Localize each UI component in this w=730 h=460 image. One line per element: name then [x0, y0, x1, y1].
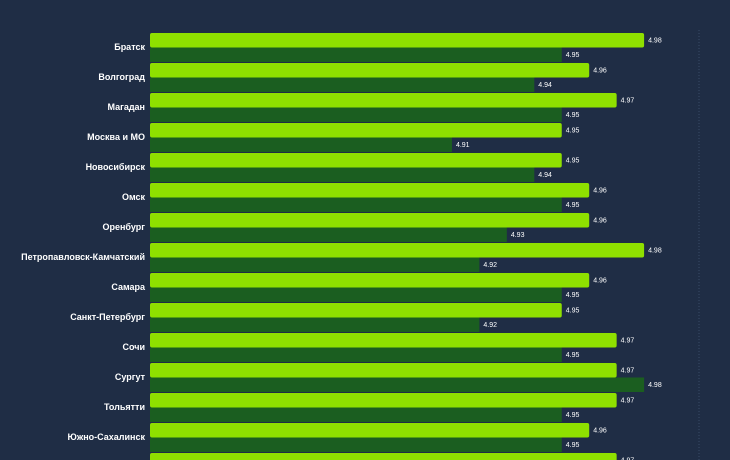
value-label: 4.96 [593, 68, 607, 75]
bar [150, 317, 480, 332]
category-label: Петропавловск-Камчатский [21, 252, 145, 262]
value-label: 4.95 [566, 442, 580, 449]
value-label: 4.92 [483, 322, 497, 329]
bar [150, 93, 617, 108]
value-label: 4.96 [593, 218, 607, 225]
bar [150, 303, 562, 318]
value-label: 4.98 [648, 248, 662, 255]
bar [150, 167, 535, 182]
value-label: 4.97 [621, 338, 635, 345]
bar [150, 287, 562, 302]
bar [150, 407, 562, 422]
value-label: 4.96 [593, 428, 607, 435]
bar [150, 107, 562, 122]
value-label: 4.91 [456, 142, 470, 149]
category-label: Новосибирск [86, 162, 146, 172]
category-label: Южно-Сахалинск [67, 432, 145, 442]
value-label: 4.95 [566, 112, 580, 119]
value-label: 4.98 [648, 38, 662, 45]
category-label: Магадан [107, 102, 145, 112]
value-label: 4.95 [566, 158, 580, 165]
bar [150, 213, 590, 228]
bar [150, 77, 535, 92]
category-label: Омск [122, 192, 146, 202]
bar [150, 453, 617, 460]
bar [150, 423, 590, 438]
value-label: 4.93 [511, 232, 525, 239]
value-label: 4.95 [566, 128, 580, 135]
bar [150, 363, 617, 378]
category-label: Волгоград [98, 72, 145, 82]
value-label: 4.95 [566, 52, 580, 59]
category-label: Сочи [122, 342, 145, 352]
value-label: 4.95 [566, 202, 580, 209]
value-label: 4.96 [593, 188, 607, 195]
value-label: 4.95 [566, 412, 580, 419]
bar [150, 243, 645, 258]
bar [150, 393, 617, 408]
bar [150, 377, 645, 392]
bar [150, 227, 507, 242]
value-label: 4.97 [621, 458, 635, 460]
value-label: 4.95 [566, 308, 580, 315]
bar [150, 347, 562, 362]
bar [150, 33, 645, 48]
bar [150, 273, 590, 288]
value-label: 4.97 [621, 398, 635, 405]
category-label: Санкт-Петербург [70, 312, 145, 322]
value-label: 4.97 [621, 368, 635, 375]
value-label: 4.94 [538, 82, 552, 89]
value-label: 4.95 [566, 352, 580, 359]
bar [150, 437, 562, 452]
category-label: Москва и МО [87, 132, 145, 142]
bar [150, 333, 617, 348]
category-label: Самара [111, 282, 146, 292]
value-label: 4.97 [621, 98, 635, 105]
bar [150, 63, 590, 78]
value-label: 4.95 [566, 292, 580, 299]
bar [150, 197, 562, 212]
value-label: 4.92 [483, 262, 497, 269]
category-label: Братск [114, 42, 145, 52]
bar [150, 183, 590, 198]
value-label: 4.94 [538, 172, 552, 179]
bar [150, 257, 480, 272]
bar [150, 47, 562, 62]
category-label: Тольятти [104, 402, 145, 412]
bar [150, 153, 562, 168]
category-label: Сургут [115, 372, 146, 382]
bar [150, 123, 562, 138]
value-label: 4.98 [648, 382, 662, 389]
bar [150, 137, 452, 152]
value-label: 4.96 [593, 278, 607, 285]
category-label: Оренбург [102, 222, 145, 232]
